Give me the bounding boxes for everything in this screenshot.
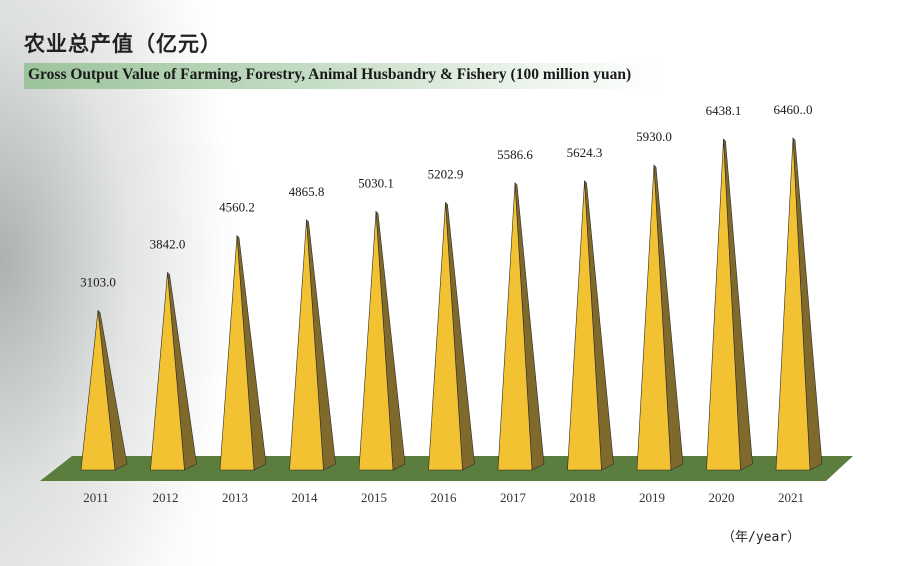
spike-2013 [219,234,267,471]
year-label-2012: 2012 [153,490,179,505]
chart-title-english: Gross Output Value of Farming, Forestry,… [28,66,632,83]
spike-front-2014 [289,219,324,471]
spike-2021 [775,137,823,471]
value-label-2021: 6460..0 [774,102,813,117]
value-label-2017: 5586.6 [497,147,533,162]
spike-front-2012 [150,272,185,471]
year-label-2011: 2011 [83,490,109,505]
year-label-2021: 2021 [778,490,804,505]
spike-2014 [289,219,336,471]
chart-title-chinese: 农业总产值（亿元） [24,32,222,56]
spike-front-2016 [428,202,463,471]
year-label-2013: 2013 [222,490,248,505]
year-label-2014: 2014 [292,490,319,505]
value-label-2014: 4865.8 [289,184,325,199]
value-label-2018: 5624.3 [567,145,603,160]
value-label-2015: 5030.1 [358,175,394,190]
value-label-2012: 3842.0 [150,237,186,252]
year-labels: 2011 2012 2013 2014 2015 2016 2017 2018 2019 2020… [83,490,804,505]
value-label-2013: 4560.2 [219,200,255,215]
spike-2015 [358,210,406,471]
spike-2016 [428,201,475,471]
spike-front-2018 [567,180,602,471]
spike-2017 [497,182,545,471]
year-label-2017: 2017 [500,490,527,505]
spike-2012 [150,271,197,471]
spike-front-2015 [358,211,394,471]
spike-2011 [80,309,128,471]
x-axis-unit-label: （年/year） [722,530,801,545]
value-label-2020: 6438.1 [706,103,742,118]
year-label-2020: 2020 [709,490,735,505]
value-label-2011: 3103.0 [80,275,116,290]
spike-2020 [706,138,753,471]
year-label-2015: 2015 [361,490,387,505]
year-label-2019: 2019 [639,490,665,505]
spike-front-2020 [706,139,741,471]
value-label-2016: 5202.9 [428,167,464,182]
year-label-2018: 2018 [570,490,596,505]
spike-series [80,137,823,471]
year-label-2016: 2016 [431,490,458,505]
spike-2019 [636,164,684,471]
spike-front-2011 [80,310,116,471]
spike-front-2017 [497,182,533,471]
spike-front-2021 [775,137,811,471]
spike-2018 [567,180,614,471]
spike-front-2013 [219,235,255,471]
value-labels: 3103.0 3842.0 4560.2 4865.8 5030.1 5202.9 5586… [80,102,812,290]
spike-front-2019 [636,165,672,471]
value-label-2019: 5930.0 [636,129,672,144]
title-band [24,63,664,89]
